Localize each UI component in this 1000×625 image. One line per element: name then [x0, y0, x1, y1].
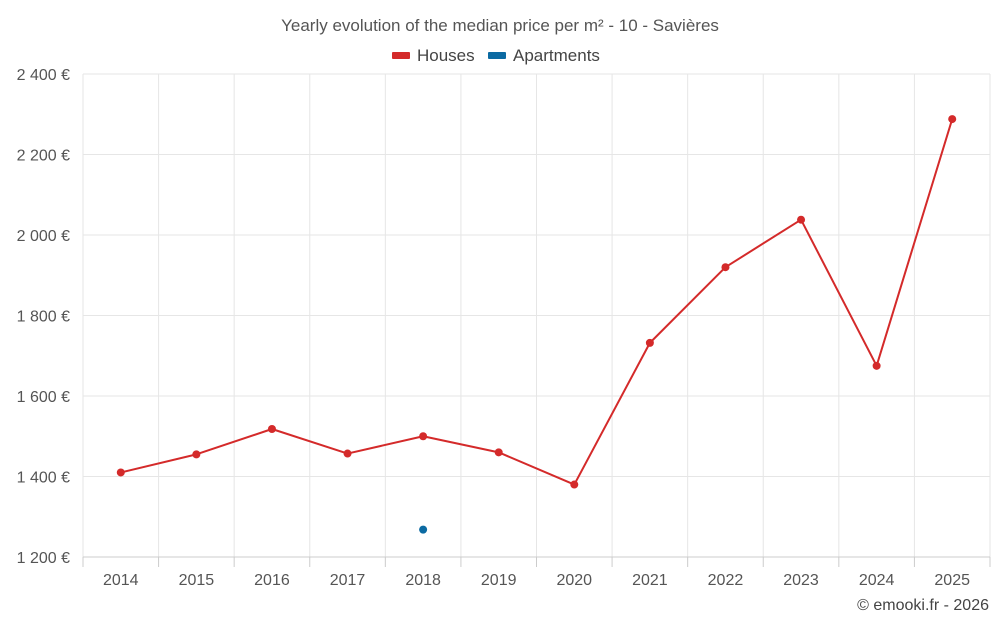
data-point-houses	[721, 263, 730, 272]
legend-label-houses: Houses	[417, 46, 475, 65]
series-line-houses	[120, 118, 954, 486]
y-tick-label: 2 200 €	[17, 148, 70, 165]
data-point-apartments	[419, 525, 428, 534]
grid	[82, 73, 991, 557]
credit-text: © emooki.fr - 2026	[857, 597, 989, 614]
legend-swatch-apartments	[488, 52, 506, 59]
y-tick-label: 1 200 €	[17, 550, 70, 567]
data-point-houses	[343, 449, 352, 458]
x-axis: 2014 2015 2016 2017 2018 2019 2020 2021 2022 2023…	[82, 556, 991, 589]
chart-title: Yearly evolution of the median price per…	[281, 16, 719, 35]
data-point-houses	[192, 450, 201, 459]
x-tick-label: 2018	[405, 572, 441, 589]
series-layer	[116, 115, 957, 534]
data-point-houses	[570, 480, 579, 489]
data-point-houses	[797, 215, 806, 224]
x-tick-label: 2024	[859, 572, 895, 589]
y-tick-label: 1 800 €	[17, 309, 70, 326]
x-tick-label: 2016	[254, 572, 290, 589]
data-point-houses	[948, 115, 957, 124]
x-tick-label: 2021	[632, 572, 668, 589]
data-point-houses	[419, 432, 428, 441]
data-point-houses	[645, 338, 654, 347]
x-tick-label: 2025	[934, 572, 970, 589]
x-tick-label: 2015	[179, 572, 215, 589]
x-tick-label: 2019	[481, 572, 517, 589]
legend-label-apartments: Apartments	[513, 46, 600, 65]
y-tick-label: 2 000 €	[17, 228, 70, 245]
x-tick-label: 2022	[708, 572, 744, 589]
y-tick-label: 2 400 €	[17, 67, 70, 84]
legend-swatch-houses	[392, 52, 410, 59]
y-tick-label: 1 400 €	[17, 470, 70, 487]
x-tick-label: 2017	[330, 572, 366, 589]
data-point-houses	[872, 361, 881, 370]
data-point-houses	[267, 425, 276, 434]
y-axis: 1 200 € 1 400 € 1 600 € 1 800 € 2 000 € 2 200…	[17, 67, 70, 567]
x-tick-label: 2023	[783, 572, 819, 589]
x-tick-label: 2020	[556, 572, 592, 589]
data-point-houses	[116, 468, 125, 477]
y-tick-label: 1 600 €	[17, 389, 70, 406]
x-tick-label: 2014	[103, 572, 139, 589]
data-point-houses	[494, 448, 503, 457]
legend: Houses Apartments	[392, 46, 600, 65]
